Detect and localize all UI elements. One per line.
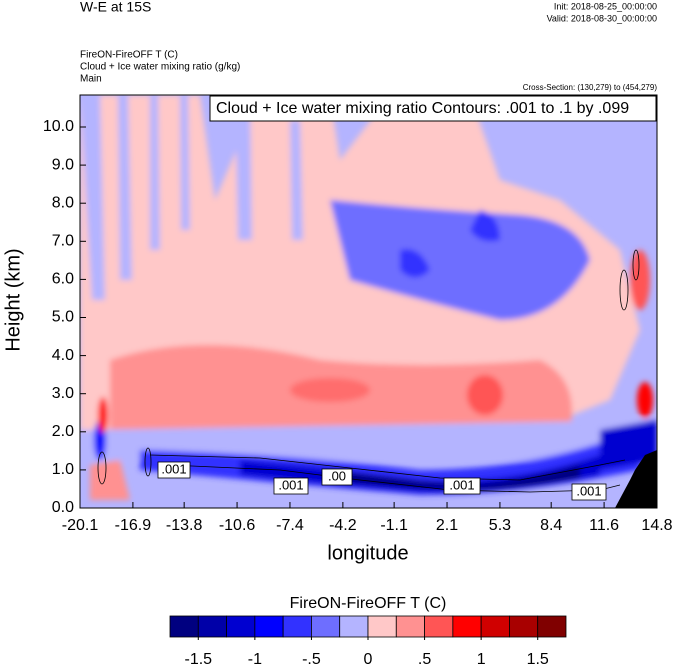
colorbar-tick-label: .5 [418,651,431,667]
y-tick-label: 7.0 [52,233,74,250]
contour-info: Cloud + Ice water mixing ratio Contours:… [216,100,629,117]
colorbar-box [282,615,312,638]
colorbar-box [169,615,199,638]
y-axis-label: Height (km) [2,248,24,351]
colorbar-box [537,615,567,638]
y-tick-label: 10.0 [43,118,74,135]
colorbar-box [480,615,510,638]
contour-label: .001 [161,461,186,476]
domain: Main [80,74,102,85]
colorbar-box [424,615,454,638]
y-tick-label: 1.0 [52,461,74,478]
y-tick-label: 5.0 [52,309,74,326]
colorbar-box [226,615,256,638]
contour-label: .001 [278,477,303,492]
y-tick-label: 9.0 [52,156,74,173]
valid-time: Valid: 2018-08-30_00:00:00 [547,13,657,23]
contour-label: .00 [328,468,346,483]
contour-label: .001 [576,483,601,498]
x-tick-label: -20.1 [62,517,99,534]
colorbar-tick-label: 0 [364,651,373,667]
y-tick-label: 4.0 [52,347,74,364]
colorbar-box [197,615,227,638]
chart-title: W-E at 15S [80,0,151,15]
cross-section: Cross-Section: (130,279) to (454,279) [523,83,658,92]
colorbar-tick-label: -1.5 [184,651,212,667]
contour-field: Cloud + Ice water mixing ratio (g/kg) [80,62,240,73]
y-tick-label: 3.0 [52,385,74,402]
colorbar-tick-label: -1 [248,651,262,667]
colorbar-tick-label: 1 [477,651,486,667]
colorbar-box [509,615,539,638]
field-title: FireON-FireOFF T (C) [80,50,178,61]
x-tick-label: -4.2 [329,517,357,534]
x-axis-label: longitude [327,542,408,564]
x-tick-label: -16.9 [115,517,152,534]
colorbar-tick-label: -.5 [302,651,321,667]
contour-field [80,95,657,508]
x-tick-label: 5.3 [489,517,511,534]
y-tick-label: 2.0 [52,423,74,440]
colorbar-box [339,615,369,638]
x-tick-label: 14.8 [641,517,672,534]
init-time: Init: 2018-08-25_00:00:00 [554,1,657,11]
colorbar-title: FireON-FireOFF T (C) [290,595,447,612]
x-tick-label: 2.1 [436,517,458,534]
y-tick-label: 8.0 [52,194,74,211]
contour-label: .001 [449,477,474,492]
x-tick-label: -10.6 [219,517,256,534]
y-tick-label: 6.0 [52,271,74,288]
colorbar-box [367,615,397,638]
colorbar-box [311,615,341,638]
x-tick-label: -1.1 [380,517,408,534]
contour-info-box [209,95,657,122]
x-tick-label: 8.4 [540,517,562,534]
y-tick-label: 0.0 [52,499,74,516]
colorbar-box [254,615,284,638]
plot-frame [79,94,658,509]
colorbar-tick-label: 1.5 [527,651,549,667]
colorbar-box [395,615,425,638]
colorbar-box [452,615,482,638]
x-tick-label: 11.6 [589,517,619,534]
x-tick-label: -7.4 [276,517,304,534]
x-tick-label: -13.8 [166,517,203,534]
